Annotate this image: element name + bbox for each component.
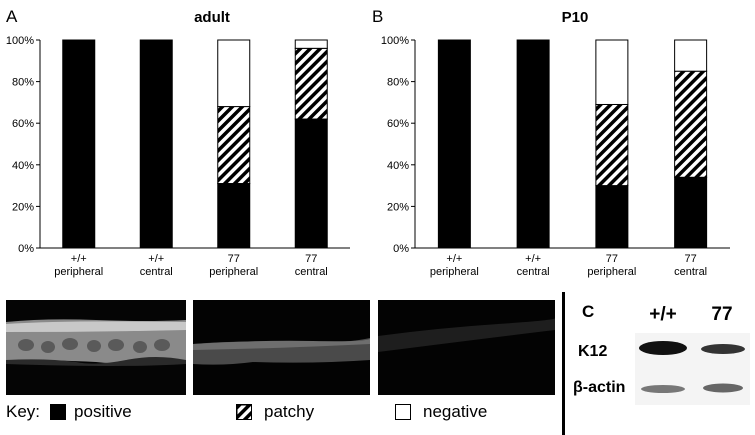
y-tick-label: 0%	[393, 243, 409, 255]
bar-segment-negative	[217, 39, 251, 108]
x-tick-label: peripheral	[209, 266, 258, 278]
bar-segment-positive	[437, 39, 471, 249]
y-tick-label: 0%	[18, 243, 34, 255]
legend-label-negative: negative	[423, 402, 488, 421]
row-label-k12: K12	[578, 343, 607, 360]
band-k12-77	[701, 344, 745, 354]
legend-key: Key: positive	[6, 401, 132, 423]
panel-separator	[562, 292, 565, 435]
legend-item-negative: negative	[395, 401, 487, 423]
micrograph-negative-image	[378, 300, 555, 395]
legend-key-label: Key:	[6, 402, 41, 421]
x-tick-label: 77	[606, 253, 618, 265]
bar-segment-patchy	[674, 70, 708, 178]
y-tick-label: 60%	[387, 118, 409, 130]
x-tick-label: central	[674, 266, 707, 278]
micrograph-positive	[6, 300, 186, 395]
y-tick-label: 100%	[381, 35, 409, 47]
panel-letter-b: B	[372, 7, 383, 26]
micrograph-patchy	[193, 300, 370, 395]
band-actin-77	[703, 383, 743, 393]
panel-letter-a: A	[6, 7, 18, 26]
row-label-beta-actin: β-actin	[573, 379, 625, 396]
micrograph-negative	[378, 300, 555, 395]
legend-item-patchy: patchy	[236, 401, 314, 423]
x-tick-label: +/+	[71, 253, 87, 265]
chart-title-adult: adult	[194, 9, 230, 26]
chart-adult: adult 0%20%40%60%80%100% +/+peripheral+/…	[6, 9, 350, 278]
y-tick-label: 20%	[387, 201, 409, 213]
panel-letter-c: C	[582, 302, 594, 321]
bar-segment-patchy	[294, 47, 328, 120]
bar-segment-positive	[139, 39, 173, 249]
x-tick-label: central	[295, 266, 328, 278]
x-tick-label: +/+	[148, 253, 164, 265]
bar-segment-positive	[62, 39, 96, 249]
y-tick-label: 60%	[12, 118, 34, 130]
x-tick-label: 77	[685, 253, 697, 265]
western-blot: C +/+ 77 K12 β-actin	[573, 302, 750, 405]
x-tick-label: peripheral	[54, 266, 103, 278]
legend-label-patchy: patchy	[264, 402, 315, 421]
y-tick-label: 80%	[387, 77, 409, 89]
chart-p10: P10 0%20%40%60%80%100% +/+peripheral+/+c…	[381, 9, 730, 278]
legend-swatch-positive	[50, 404, 67, 420]
bar-segment-positive	[217, 183, 251, 249]
y-tick-label: 100%	[6, 35, 34, 47]
x-tick-label: 77	[228, 253, 240, 265]
micrograph-patchy-image	[193, 300, 370, 395]
chart-title-p10: P10	[562, 9, 589, 26]
x-tick-label: central	[517, 266, 550, 278]
bar-segment-positive	[294, 118, 328, 249]
y-tick-label: 80%	[12, 77, 34, 89]
band-actin-wt	[641, 385, 685, 393]
x-tick-label: peripheral	[587, 266, 636, 278]
x-tick-label: +/+	[446, 253, 462, 265]
bar-segment-positive	[674, 176, 708, 249]
y-tick-label: 20%	[12, 201, 34, 213]
legend-swatch-patchy	[236, 404, 252, 420]
bar-segment-patchy	[217, 106, 251, 185]
bar-segment-negative	[595, 39, 629, 105]
bar-segment-positive	[516, 39, 550, 249]
bar-segment-negative	[674, 39, 708, 72]
y-tick-label: 40%	[12, 160, 34, 172]
bar-segment-positive	[595, 185, 629, 249]
micrograph-positive-image	[6, 300, 186, 395]
lane-label-77: 77	[711, 304, 732, 325]
legend-swatch-negative	[395, 404, 411, 420]
x-tick-label: central	[140, 266, 173, 278]
x-tick-label: +/+	[525, 253, 541, 265]
x-tick-label: 77	[305, 253, 317, 265]
lane-label-wt: +/+	[649, 304, 676, 325]
bar-segment-negative	[294, 39, 328, 49]
band-k12-wt	[639, 341, 687, 355]
y-tick-label: 40%	[387, 160, 409, 172]
legend-label-positive: positive	[74, 402, 132, 421]
x-tick-label: peripheral	[430, 266, 479, 278]
bar-segment-patchy	[595, 103, 629, 187]
